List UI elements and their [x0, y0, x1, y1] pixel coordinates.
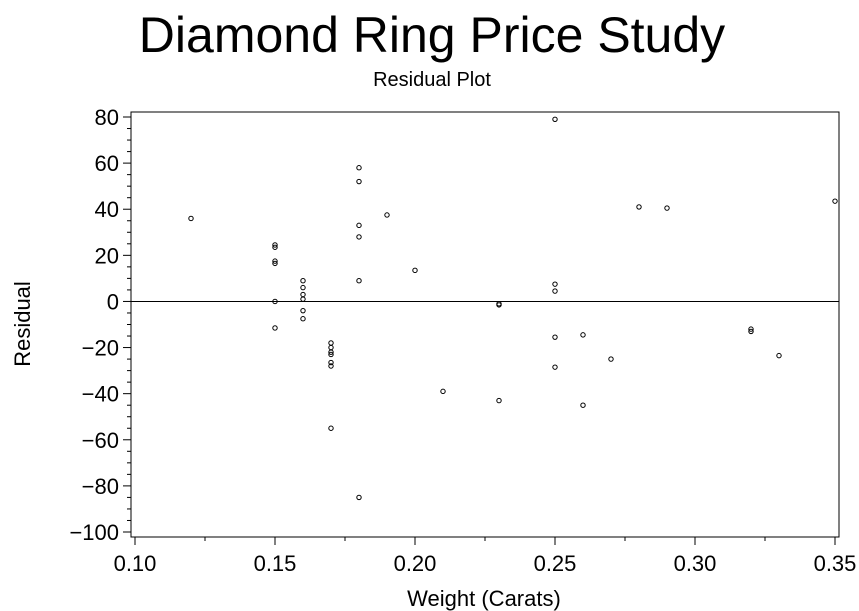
data-point	[552, 364, 558, 370]
y-tick-label: 40	[95, 197, 119, 222]
y-tick-label: −40	[82, 382, 119, 407]
y-axis-label: Residual	[10, 281, 35, 367]
chart-title: Diamond Ring Price Study	[139, 7, 725, 63]
data-point	[328, 344, 334, 351]
data-point	[552, 116, 558, 123]
data-point	[580, 332, 586, 338]
data-point	[496, 397, 502, 404]
data-point	[300, 284, 306, 291]
data-point	[300, 316, 306, 322]
data-point	[748, 328, 754, 335]
data-point	[636, 204, 642, 210]
data-point	[384, 212, 390, 218]
y-tick-label: −20	[82, 336, 119, 361]
data-point	[440, 388, 446, 395]
data-point	[552, 334, 558, 340]
data-point	[580, 402, 586, 408]
data-point	[832, 198, 838, 204]
data-point	[356, 165, 362, 171]
data-point	[272, 258, 278, 264]
data-point	[328, 340, 334, 346]
x-axis-label: Weight (Carats)	[407, 586, 561, 611]
data-point	[272, 298, 278, 305]
data-point	[328, 359, 334, 366]
data-point	[328, 351, 334, 358]
y-tick-label: 20	[95, 243, 119, 268]
y-tick-label: 80	[95, 105, 119, 130]
data-point	[272, 325, 278, 331]
data-point	[608, 356, 614, 362]
data-point	[272, 242, 278, 248]
data-point	[552, 288, 558, 294]
data-point	[272, 244, 278, 250]
x-tick-label: 0.25	[534, 551, 577, 576]
data-point	[776, 352, 782, 359]
data-point	[300, 291, 306, 298]
y-tick-label: 0	[107, 289, 119, 314]
data-point	[496, 302, 502, 308]
data-point	[328, 363, 334, 369]
data-point	[300, 296, 306, 302]
x-tick-label: 0.30	[674, 551, 717, 576]
y-tick-label: 60	[95, 151, 119, 176]
x-tick-label: 0.35	[814, 551, 857, 576]
chart-subtitle: Residual Plot	[373, 69, 491, 91]
y-tick-label: −60	[82, 428, 119, 453]
data-point	[300, 277, 306, 284]
x-axis: 0.10 0.15 0.20 0.25 0.30 0.35	[114, 537, 857, 576]
data-point	[356, 222, 362, 229]
data-point	[272, 260, 278, 267]
data-point	[412, 267, 418, 274]
y-tick-label: −80	[82, 474, 119, 499]
data-point	[356, 178, 362, 185]
x-tick-label: 0.20	[394, 551, 437, 576]
data-points	[188, 116, 838, 501]
x-tick-label: 0.10	[114, 551, 157, 576]
data-point	[356, 277, 362, 284]
data-point	[328, 349, 334, 355]
data-point	[552, 281, 558, 287]
data-point	[664, 205, 670, 211]
data-point	[356, 234, 362, 240]
data-point	[188, 215, 194, 222]
data-point	[748, 326, 754, 332]
plot-frame	[130, 111, 840, 538]
data-point	[356, 494, 362, 501]
y-tick-label: −100	[69, 520, 119, 545]
x-tick-label: 0.15	[254, 551, 297, 576]
data-point	[300, 307, 306, 314]
y-axis: −100 −80 −60 −40 −20 0 20 40 60 80	[69, 105, 131, 545]
data-point	[328, 425, 334, 431]
